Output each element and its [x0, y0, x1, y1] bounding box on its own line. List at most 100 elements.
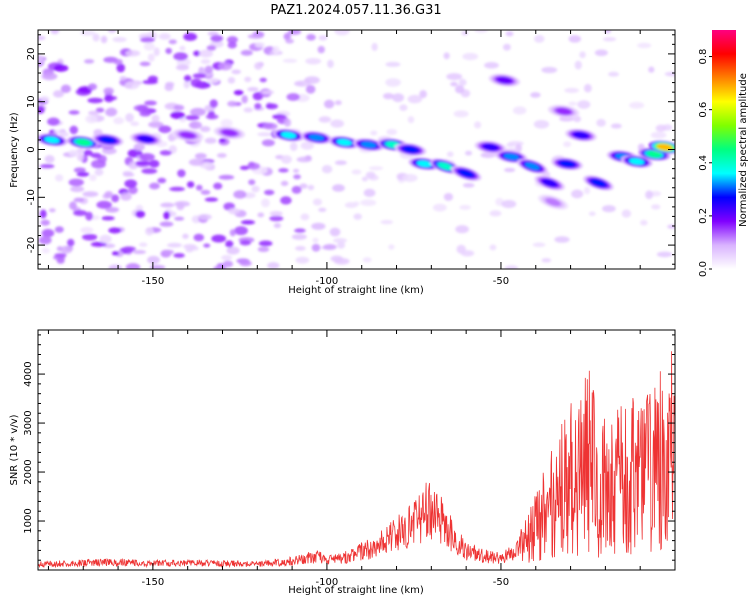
noise-cell — [83, 149, 93, 156]
noise-cell — [247, 87, 259, 92]
noise-cell — [207, 31, 219, 37]
noise-cell — [385, 61, 401, 67]
noise-cell — [443, 52, 450, 60]
noise-cell — [506, 143, 515, 148]
noise-cell — [462, 52, 479, 61]
noise-cell — [76, 171, 90, 177]
noise-cell — [125, 263, 141, 269]
noise-cell — [251, 185, 260, 193]
noise-cell — [127, 149, 143, 158]
noise-cell — [317, 45, 325, 54]
noise-cell — [334, 30, 350, 36]
noise-cell — [265, 103, 278, 110]
noise-cell — [56, 257, 65, 264]
noise-cell — [70, 186, 85, 193]
noise-cell — [95, 107, 105, 113]
noise-cell — [159, 150, 172, 156]
noise-cell — [489, 244, 497, 251]
noise-cell — [305, 85, 316, 94]
noise-cell — [351, 169, 362, 175]
noise-cell — [140, 37, 155, 43]
noise-cell — [239, 165, 250, 170]
noise-cell — [182, 233, 189, 239]
noise-cell — [229, 229, 236, 237]
y-tick-label: 20 — [26, 48, 37, 61]
noise-cell — [76, 153, 84, 162]
noise-cell — [504, 265, 519, 269]
noise-cell — [280, 155, 292, 164]
noise-cell — [165, 47, 172, 55]
noise-cell — [432, 203, 447, 212]
noise-cell — [149, 182, 160, 190]
noise-cell — [568, 101, 577, 106]
noise-cell — [299, 183, 308, 189]
noise-cell — [40, 219, 50, 226]
noise-cell — [446, 73, 463, 81]
noise-cell — [533, 119, 550, 129]
ridge-cell — [180, 131, 196, 139]
noise-cell — [108, 227, 122, 234]
ridge-cell — [361, 141, 377, 149]
noise-cell — [216, 153, 227, 158]
noise-cell — [464, 150, 473, 156]
noise-cell — [204, 137, 217, 144]
noise-cell — [90, 241, 107, 247]
noise-cell — [571, 189, 584, 199]
noise-cell — [183, 80, 190, 89]
noise-cell — [446, 151, 454, 158]
noise-cell — [240, 220, 255, 225]
noise-cell — [583, 84, 592, 93]
noise-cell — [50, 30, 60, 35]
noise-cell — [143, 42, 155, 51]
noise-cell — [173, 104, 185, 111]
noise-cell — [125, 50, 141, 57]
ridge-cell — [416, 160, 432, 168]
y-tick-label: -20 — [26, 237, 37, 253]
noise-cell — [188, 121, 202, 129]
noise-cell — [334, 100, 342, 106]
noise-cell — [318, 207, 327, 212]
noise-cell — [450, 81, 458, 87]
noise-cell — [240, 49, 253, 56]
noise-cell — [407, 94, 423, 104]
noise-cell — [332, 184, 345, 192]
noise-cell — [329, 227, 341, 237]
ridge-cell — [573, 131, 589, 139]
noise-cell — [168, 39, 177, 45]
noise-cell — [234, 226, 248, 236]
noise-cell — [227, 77, 236, 84]
noise-cell — [183, 74, 192, 82]
snr-panel: -150 -100 -50 1000 2000 3000 4000 Height of st… — [9, 329, 676, 596]
noise-cell — [323, 243, 337, 251]
y-tick-label: -10 — [26, 189, 37, 205]
noise-cell — [185, 115, 200, 121]
noise-cell — [108, 264, 123, 269]
noise-cell — [68, 110, 80, 115]
noise-cell — [82, 191, 99, 197]
noise-cell — [648, 66, 655, 73]
noise-cell — [124, 179, 138, 188]
noise-cell — [194, 153, 207, 160]
noise-cell — [210, 34, 224, 42]
y-tick-label: 0 — [26, 146, 37, 152]
noise-cell — [261, 198, 270, 208]
noise-cell — [83, 59, 95, 64]
ridge-cell — [100, 136, 116, 144]
noise-cell — [139, 242, 148, 247]
noise-cell — [257, 132, 273, 137]
noise-cell — [107, 30, 117, 34]
noise-cell — [318, 116, 332, 123]
noise-cell — [610, 123, 622, 129]
noise-cell — [190, 78, 202, 88]
noise-cell — [113, 58, 123, 65]
noise-cell — [195, 184, 203, 191]
noise-cell — [116, 63, 126, 73]
snr-axes: -150 -100 -50 1000 2000 3000 4000 — [23, 330, 676, 588]
noise-cell — [602, 205, 616, 213]
noise-cell — [503, 167, 516, 173]
noise-cell — [269, 215, 284, 222]
noise-cell — [233, 190, 247, 199]
noise-cell — [608, 71, 620, 77]
noise-cell — [512, 106, 527, 115]
